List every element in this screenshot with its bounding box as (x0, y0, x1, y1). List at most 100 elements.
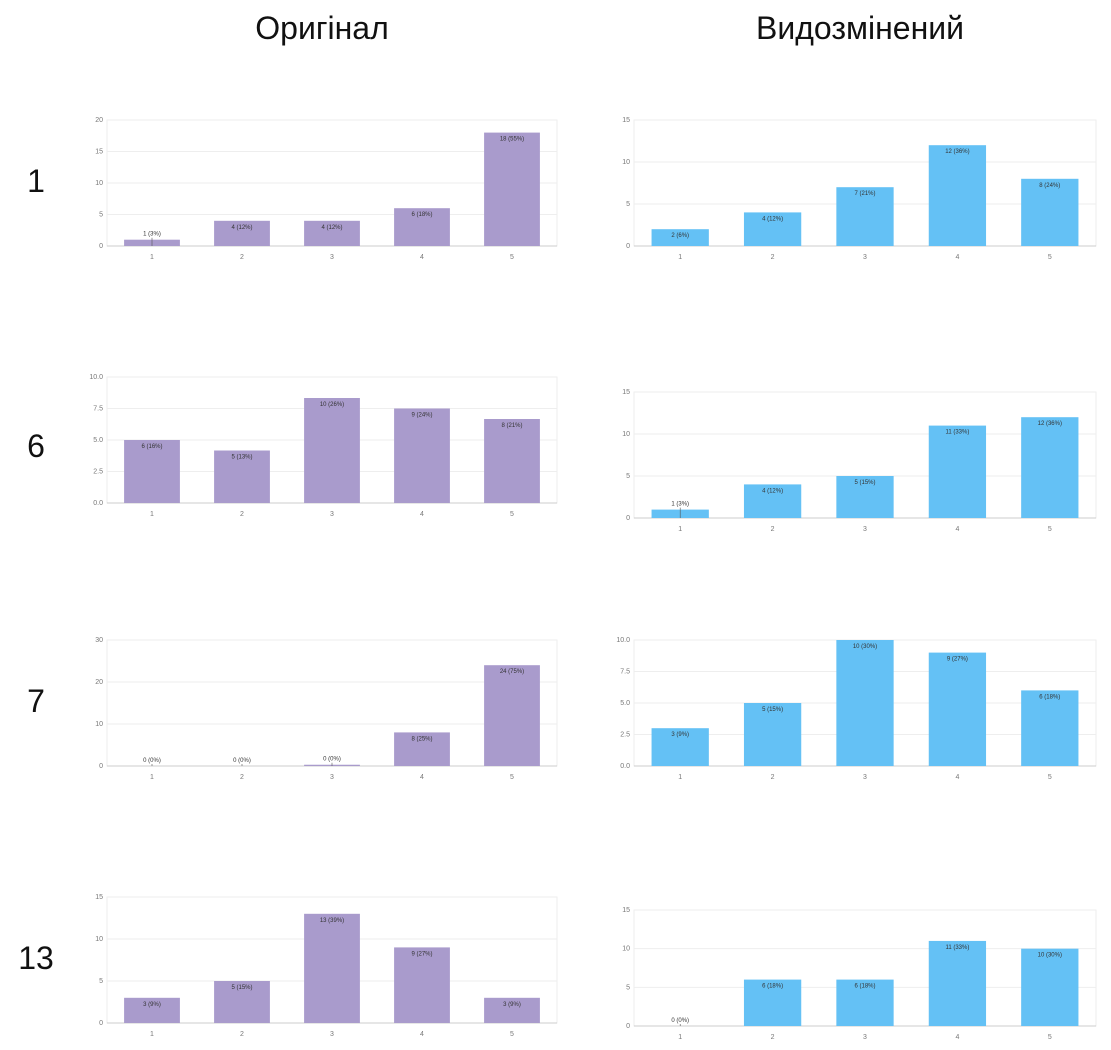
bar (214, 450, 270, 503)
row-label-6: 6 (27, 428, 45, 464)
bar-data-label: 9 (27%) (947, 657, 968, 663)
chart-modified-13: 0 5 10 15 0 (0%) 1 6 (18%) 2 6 (18%) 3 11 (33%) 4 10… (622, 907, 1097, 1041)
bar (928, 940, 987, 1026)
bar-data-label: 12 (36%) (1038, 421, 1062, 427)
bar-data-label: 3 (9%) (671, 732, 689, 738)
x-tick-label: 3 (863, 774, 867, 781)
x-tick-label: 5 (1048, 1034, 1052, 1041)
y-tick-label: 7.5 (93, 406, 103, 413)
x-tick-label: 2 (240, 1031, 244, 1038)
bar-data-label: 4 (12%) (762, 216, 783, 222)
bar-data-label: 1 (3%) (143, 232, 161, 238)
bar (1021, 690, 1079, 766)
bar (1021, 948, 1079, 1026)
bar-data-label: 10 (30%) (1038, 953, 1062, 959)
x-tick-label: 3 (863, 1034, 867, 1041)
x-tick-label: 4 (955, 254, 959, 261)
bar (743, 703, 802, 766)
x-tick-label: 1 (150, 254, 154, 261)
x-tick-label: 2 (240, 774, 244, 781)
bar-data-label: 6 (18%) (854, 984, 875, 990)
y-tick-label: 15 (622, 117, 630, 124)
x-tick-label: 1 (678, 526, 682, 533)
bar (836, 476, 894, 518)
x-tick-label: 3 (330, 1031, 334, 1038)
bar (1021, 178, 1079, 246)
bar-data-label: 5 (13%) (231, 455, 252, 461)
x-tick-label: 1 (150, 1031, 154, 1038)
bar-data-label: 9 (27%) (411, 951, 432, 957)
x-tick-label: 2 (240, 254, 244, 261)
y-tick-label: 5 (99, 212, 103, 219)
bar (743, 212, 802, 246)
bar-data-label: 0 (0%) (143, 758, 161, 764)
bar-data-label: 0 (0%) (233, 758, 251, 764)
bar-data-label: 8 (25%) (411, 736, 432, 742)
y-tick-label: 15 (622, 389, 630, 396)
x-tick-label: 5 (510, 254, 514, 261)
y-tick-label: 0 (99, 243, 103, 250)
bar-data-label: 24 (75%) (500, 669, 524, 675)
y-tick-label: 20 (95, 117, 103, 124)
y-tick-label: 15 (95, 149, 103, 156)
bar (304, 398, 360, 503)
y-tick-label: 10 (95, 936, 103, 943)
y-tick-label: 10 (622, 431, 630, 438)
bar (484, 419, 540, 503)
y-tick-label: 15 (622, 907, 630, 914)
x-tick-label: 2 (771, 774, 775, 781)
bar (743, 484, 802, 518)
x-tick-label: 1 (150, 511, 154, 518)
x-tick-label: 1 (150, 774, 154, 781)
bar (214, 220, 270, 246)
chart-modified-6: 0 5 10 15 1 (3%) 1 4 (12%) 2 5 (15%) 3 11 (33%) 4 12… (622, 389, 1097, 533)
bar (484, 665, 540, 766)
y-tick-label: 7.5 (620, 669, 630, 676)
x-tick-label: 3 (863, 526, 867, 533)
bar-data-label: 13 (39%) (320, 918, 344, 924)
bar (394, 947, 450, 1023)
bar (651, 728, 709, 766)
bar (1021, 417, 1079, 518)
y-tick-label: 0.0 (620, 763, 630, 770)
y-tick-label: 0 (626, 1023, 630, 1030)
bar (214, 981, 270, 1023)
x-tick-label: 3 (330, 511, 334, 518)
y-tick-label: 5 (99, 978, 103, 985)
y-tick-label: 0 (626, 515, 630, 522)
y-tick-label: 5 (626, 201, 630, 208)
bar (304, 220, 360, 246)
x-tick-label: 4 (420, 254, 424, 261)
bar-data-label: 1 (3%) (671, 502, 689, 508)
bar-data-label: 11 (33%) (945, 430, 969, 436)
x-tick-label: 4 (420, 774, 424, 781)
y-tick-label: 10 (95, 180, 103, 187)
bar (484, 997, 540, 1023)
x-tick-label: 4 (955, 1034, 959, 1041)
chart-original-1: 0 5 10 15 20 1 (3%) 1 4 (12%) 2 4 (12%) 3 6 (18%) 4 1… (95, 117, 558, 261)
bar (836, 979, 894, 1026)
y-tick-label: 20 (95, 679, 103, 686)
y-tick-label: 10 (95, 721, 103, 728)
bar-data-label: 4 (12%) (321, 225, 342, 231)
column-header-original: Оригінал (255, 10, 389, 46)
bar (124, 997, 180, 1023)
bar-data-label: 4 (12%) (231, 225, 252, 231)
bar-data-label: 8 (24%) (1039, 183, 1060, 189)
bar-data-label: 5 (15%) (762, 707, 783, 713)
bar (394, 408, 450, 503)
y-tick-label: 0 (99, 763, 103, 770)
bar (836, 640, 894, 766)
y-tick-label: 5 (626, 984, 630, 991)
bar (836, 187, 894, 246)
bar (743, 979, 802, 1026)
row-label-13: 13 (18, 940, 54, 976)
x-tick-label: 2 (771, 254, 775, 261)
chart-original-6: 0.0 2.5 5.0 7.5 10.0 6 (16%) 1 5 (13%) 2 10 (26%)… (89, 374, 558, 518)
y-tick-label: 10.0 (616, 637, 630, 644)
x-tick-label: 4 (420, 1031, 424, 1038)
column-header-modified: Видозмінений (756, 10, 964, 46)
y-tick-label: 5.0 (93, 437, 103, 444)
x-tick-label: 5 (510, 774, 514, 781)
bar-data-label: 6 (18%) (1039, 694, 1060, 700)
